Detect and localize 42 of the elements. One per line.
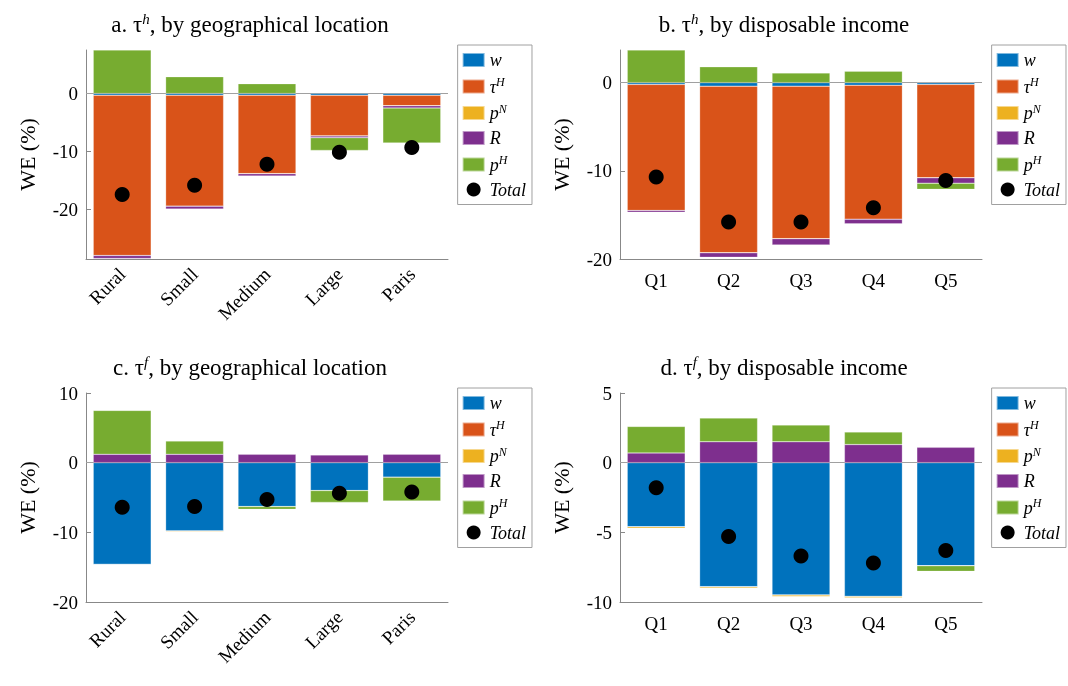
legend-label: Total	[489, 179, 527, 200]
x-tick-label: Q3	[789, 613, 813, 634]
y-tick-label: -20	[52, 199, 78, 221]
legend-label: w	[1023, 50, 1036, 70]
x-tick-label: Q5	[934, 613, 958, 634]
y-tick-label: 0	[68, 452, 78, 474]
legend-label: Total	[1023, 522, 1061, 543]
y-tick-label: 5	[602, 382, 612, 404]
y-axis-title: WE (%)	[14, 461, 40, 534]
y-tick-label: 0	[602, 72, 612, 94]
x-tick-label: Q1	[644, 613, 668, 634]
y-tick-label: 0	[68, 83, 78, 105]
x-tick-label: Q5	[934, 270, 958, 291]
x-tick-label: Q2	[716, 613, 741, 634]
x-tick-label: Paris	[377, 263, 420, 306]
legend-label: R	[488, 128, 501, 148]
y-axis-title: WE (%)	[548, 461, 574, 534]
legend-label: w	[489, 50, 502, 70]
x-tick-label: Q2	[716, 270, 741, 291]
legend-label: R	[488, 471, 501, 491]
x-tick-label: Q4	[861, 613, 886, 634]
y-tick-label: -10	[586, 591, 612, 613]
legend-label: w	[489, 393, 502, 413]
legend-label: w	[1023, 393, 1036, 413]
y-tick-label: -10	[52, 141, 78, 163]
y-tick-label: -10	[52, 521, 78, 543]
x-tick-label: Q4	[861, 270, 886, 291]
x-tick-label: Paris	[377, 606, 420, 649]
legend-label: R	[1022, 471, 1035, 491]
y-axis-title: WE (%)	[548, 118, 574, 191]
x-tick-label: Q3	[789, 270, 813, 291]
y-tick-label: -10	[586, 160, 612, 182]
y-tick-label: 10	[59, 382, 78, 404]
y-tick-label: -5	[596, 521, 612, 543]
legend-label: Total	[489, 522, 527, 543]
legend-label: Total	[1023, 179, 1061, 200]
x-tick-label: Q1	[644, 270, 668, 291]
y-tick-label: 0	[602, 452, 612, 474]
y-tick-label: -20	[52, 591, 78, 613]
y-axis-title: WE (%)	[14, 118, 40, 191]
y-tick-label: -20	[586, 248, 612, 270]
legend-label: R	[1022, 128, 1035, 148]
